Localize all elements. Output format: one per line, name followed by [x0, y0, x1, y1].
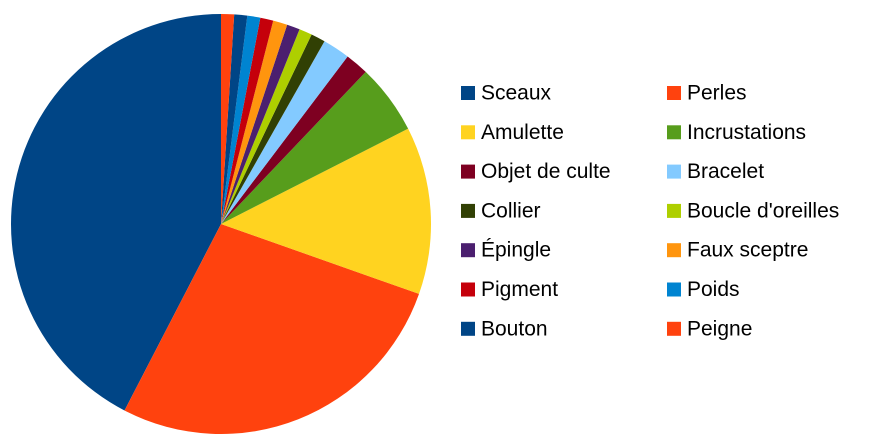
legend-label: Pigment — [481, 278, 558, 301]
pie-slice — [221, 15, 261, 224]
legend-swatch — [667, 86, 681, 100]
legend-label: Épingle — [481, 239, 551, 262]
legend-swatch — [667, 164, 681, 179]
legend-swatch — [461, 203, 475, 218]
legend-label: Faux sceptre — [687, 239, 808, 262]
legend-label: Perles — [687, 82, 747, 105]
pie-slice — [221, 20, 288, 225]
pie-slice — [221, 14, 248, 225]
legend-swatch — [667, 125, 681, 140]
legend-swatch — [461, 86, 475, 100]
legend-label: Objet de culte — [481, 160, 611, 183]
pie-slice — [221, 128, 431, 294]
legend-label: Bracelet — [687, 160, 764, 183]
legend-label: Amulette — [481, 121, 564, 144]
legend-label: Bouton — [481, 317, 548, 340]
legend-label: Peigne — [687, 317, 752, 340]
legend-swatch — [667, 282, 681, 297]
legend-label: Poids — [687, 278, 740, 301]
legend-label: Collier — [481, 199, 541, 222]
legend-swatch — [461, 321, 475, 336]
legend-swatch — [461, 243, 475, 258]
pie-slice — [221, 29, 312, 225]
pie-slice — [221, 34, 325, 225]
legend-swatch — [461, 282, 475, 297]
legend-swatch — [461, 164, 475, 179]
legend-swatch — [667, 203, 681, 218]
pie-slice — [10, 14, 221, 411]
pie-slice — [124, 224, 420, 434]
legend-label: Boucle d'oreilles — [687, 199, 839, 222]
pie-slice — [221, 41, 348, 224]
legend-label: Sceaux — [481, 82, 552, 105]
legend-swatch — [667, 321, 681, 336]
pie-slice — [221, 56, 366, 225]
legend-label: Incrustations — [687, 121, 806, 144]
pie-slice — [221, 14, 235, 224]
pie-slice — [221, 71, 409, 224]
legend-swatch — [667, 243, 681, 258]
pie-slice — [221, 17, 274, 224]
pie-slice — [221, 24, 300, 225]
legend-swatch — [461, 125, 475, 140]
